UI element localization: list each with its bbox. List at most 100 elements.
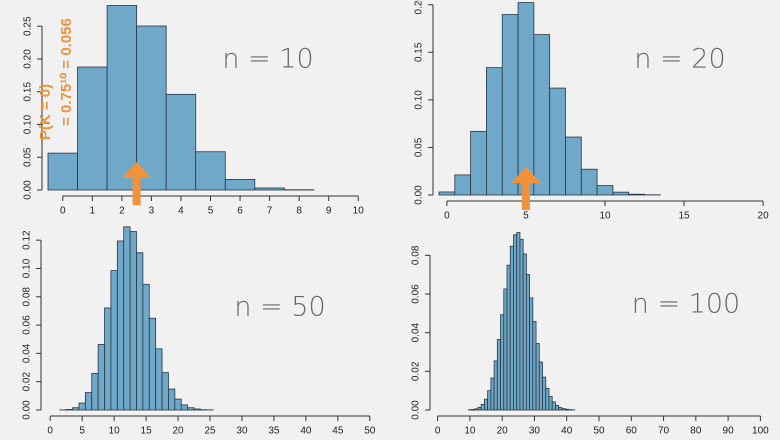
x-tick-label: 70 <box>658 426 670 437</box>
y-tick-label: 0.08 <box>411 245 422 265</box>
x-tick-label: 15 <box>141 426 153 437</box>
bar <box>470 130 487 196</box>
bar <box>490 377 495 411</box>
bar <box>496 339 501 411</box>
bar <box>136 25 167 191</box>
bar <box>558 407 563 411</box>
x-tick-label: 45 <box>332 426 344 437</box>
y-tick-label: 0.20 <box>414 0 425 14</box>
x-tick-label: 5 <box>523 211 529 222</box>
probability-note: = 0.75¹⁰ = 0.056 <box>58 18 75 126</box>
bar <box>97 344 105 411</box>
bar <box>549 87 566 196</box>
x-tick-label: 5 <box>208 206 214 217</box>
bar <box>110 270 118 411</box>
x-tick-label: 10 <box>599 211 611 222</box>
x-tick-label: 25 <box>204 426 216 437</box>
x-tick-label: 1 <box>90 206 96 217</box>
y-tick-label: 0.02 <box>22 372 33 392</box>
bar <box>148 317 157 411</box>
bar <box>596 185 614 196</box>
x-tick-label: 20 <box>758 211 770 222</box>
x-tick-label: 8 <box>296 206 302 217</box>
bar <box>72 407 80 411</box>
x-tick-label: 0 <box>435 426 441 437</box>
mean-arrow <box>510 167 541 210</box>
x-tick-label: 35 <box>268 426 280 437</box>
n-label: n = 10 <box>222 44 313 75</box>
bar <box>580 168 598 196</box>
bar <box>484 398 489 411</box>
bar <box>545 387 550 411</box>
bar <box>187 407 195 411</box>
bar <box>129 231 137 411</box>
x-tick-label: 15 <box>678 211 690 222</box>
bar <box>480 403 485 411</box>
bar <box>136 252 144 411</box>
y-tick-label: 0.15 <box>414 42 425 62</box>
bar <box>506 264 511 411</box>
n-label: n = 20 <box>634 44 725 75</box>
x-tick-label: 9 <box>326 206 332 217</box>
bar <box>517 2 535 196</box>
bar <box>628 193 645 196</box>
bar <box>503 288 508 411</box>
x-tick-label: 10 <box>464 426 476 437</box>
bar <box>168 388 176 411</box>
y-tick-label: 0.08 <box>22 287 33 307</box>
x-tick-label: 5 <box>79 426 85 437</box>
bar <box>193 408 201 411</box>
bar <box>155 348 163 411</box>
n-label: n = 50 <box>234 292 325 323</box>
bar <box>519 238 524 411</box>
x-tick-label: 6 <box>237 206 243 217</box>
bar <box>254 187 285 191</box>
x-tick-label: 3 <box>149 206 155 217</box>
bar <box>180 404 189 411</box>
y-tick-label: 0.00 <box>23 180 34 200</box>
bar <box>224 178 256 191</box>
x-tick-label: 90 <box>723 426 735 437</box>
bar <box>529 297 534 411</box>
bar <box>477 406 482 411</box>
bar <box>471 409 476 411</box>
bar <box>561 408 566 411</box>
x-tick-label: 0 <box>444 211 450 222</box>
bar <box>65 409 73 411</box>
y-tick-label: 0.06 <box>22 315 33 335</box>
x-tick-label: 40 <box>300 426 312 437</box>
bar <box>535 343 540 411</box>
bar <box>538 361 543 411</box>
bar <box>548 396 553 411</box>
y-tick-label: 0.10 <box>414 90 425 110</box>
x-tick-label: 0 <box>47 426 53 437</box>
y-tick-label: 0.10 <box>23 114 34 134</box>
y-tick-label: 0.00 <box>414 185 425 205</box>
bar <box>165 93 197 191</box>
x-tick-label: 50 <box>364 426 376 437</box>
x-tick-label: 30 <box>529 426 541 437</box>
chart: 0.00 0.05 0.10 0.15 0.20 0.25 0 1 2 3 4 5 6 7 8 9 10 n = … <box>23 5 364 217</box>
bar <box>77 66 108 191</box>
chart: 0.00 0.05 0.10 0.15 0.20 0 5 10 15 20 n = 20 <box>414 0 769 222</box>
bar <box>612 191 630 196</box>
x-tick-label: 20 <box>497 426 509 437</box>
bar <box>532 321 537 411</box>
y-tick-label: 0.10 <box>22 258 33 278</box>
bar <box>533 34 551 196</box>
y-tick-label: 0.15 <box>23 82 34 102</box>
x-tick-label: 20 <box>172 426 184 437</box>
x-tick-label: 7 <box>267 206 273 217</box>
y-tick-label: 0.20 <box>23 49 34 69</box>
bar <box>195 151 226 191</box>
bar <box>106 5 138 191</box>
bar <box>551 401 556 411</box>
bar <box>522 253 527 411</box>
x-tick-label: 0 <box>60 206 66 217</box>
x-tick-label: 80 <box>690 426 702 437</box>
chart: 0.00 0.02 0.04 0.06 0.08 0 10 20 30 40 50 60 70 80 90 1… <box>411 232 769 437</box>
bar <box>564 408 569 411</box>
x-tick-label: 50 <box>593 426 605 437</box>
bar <box>78 402 86 411</box>
